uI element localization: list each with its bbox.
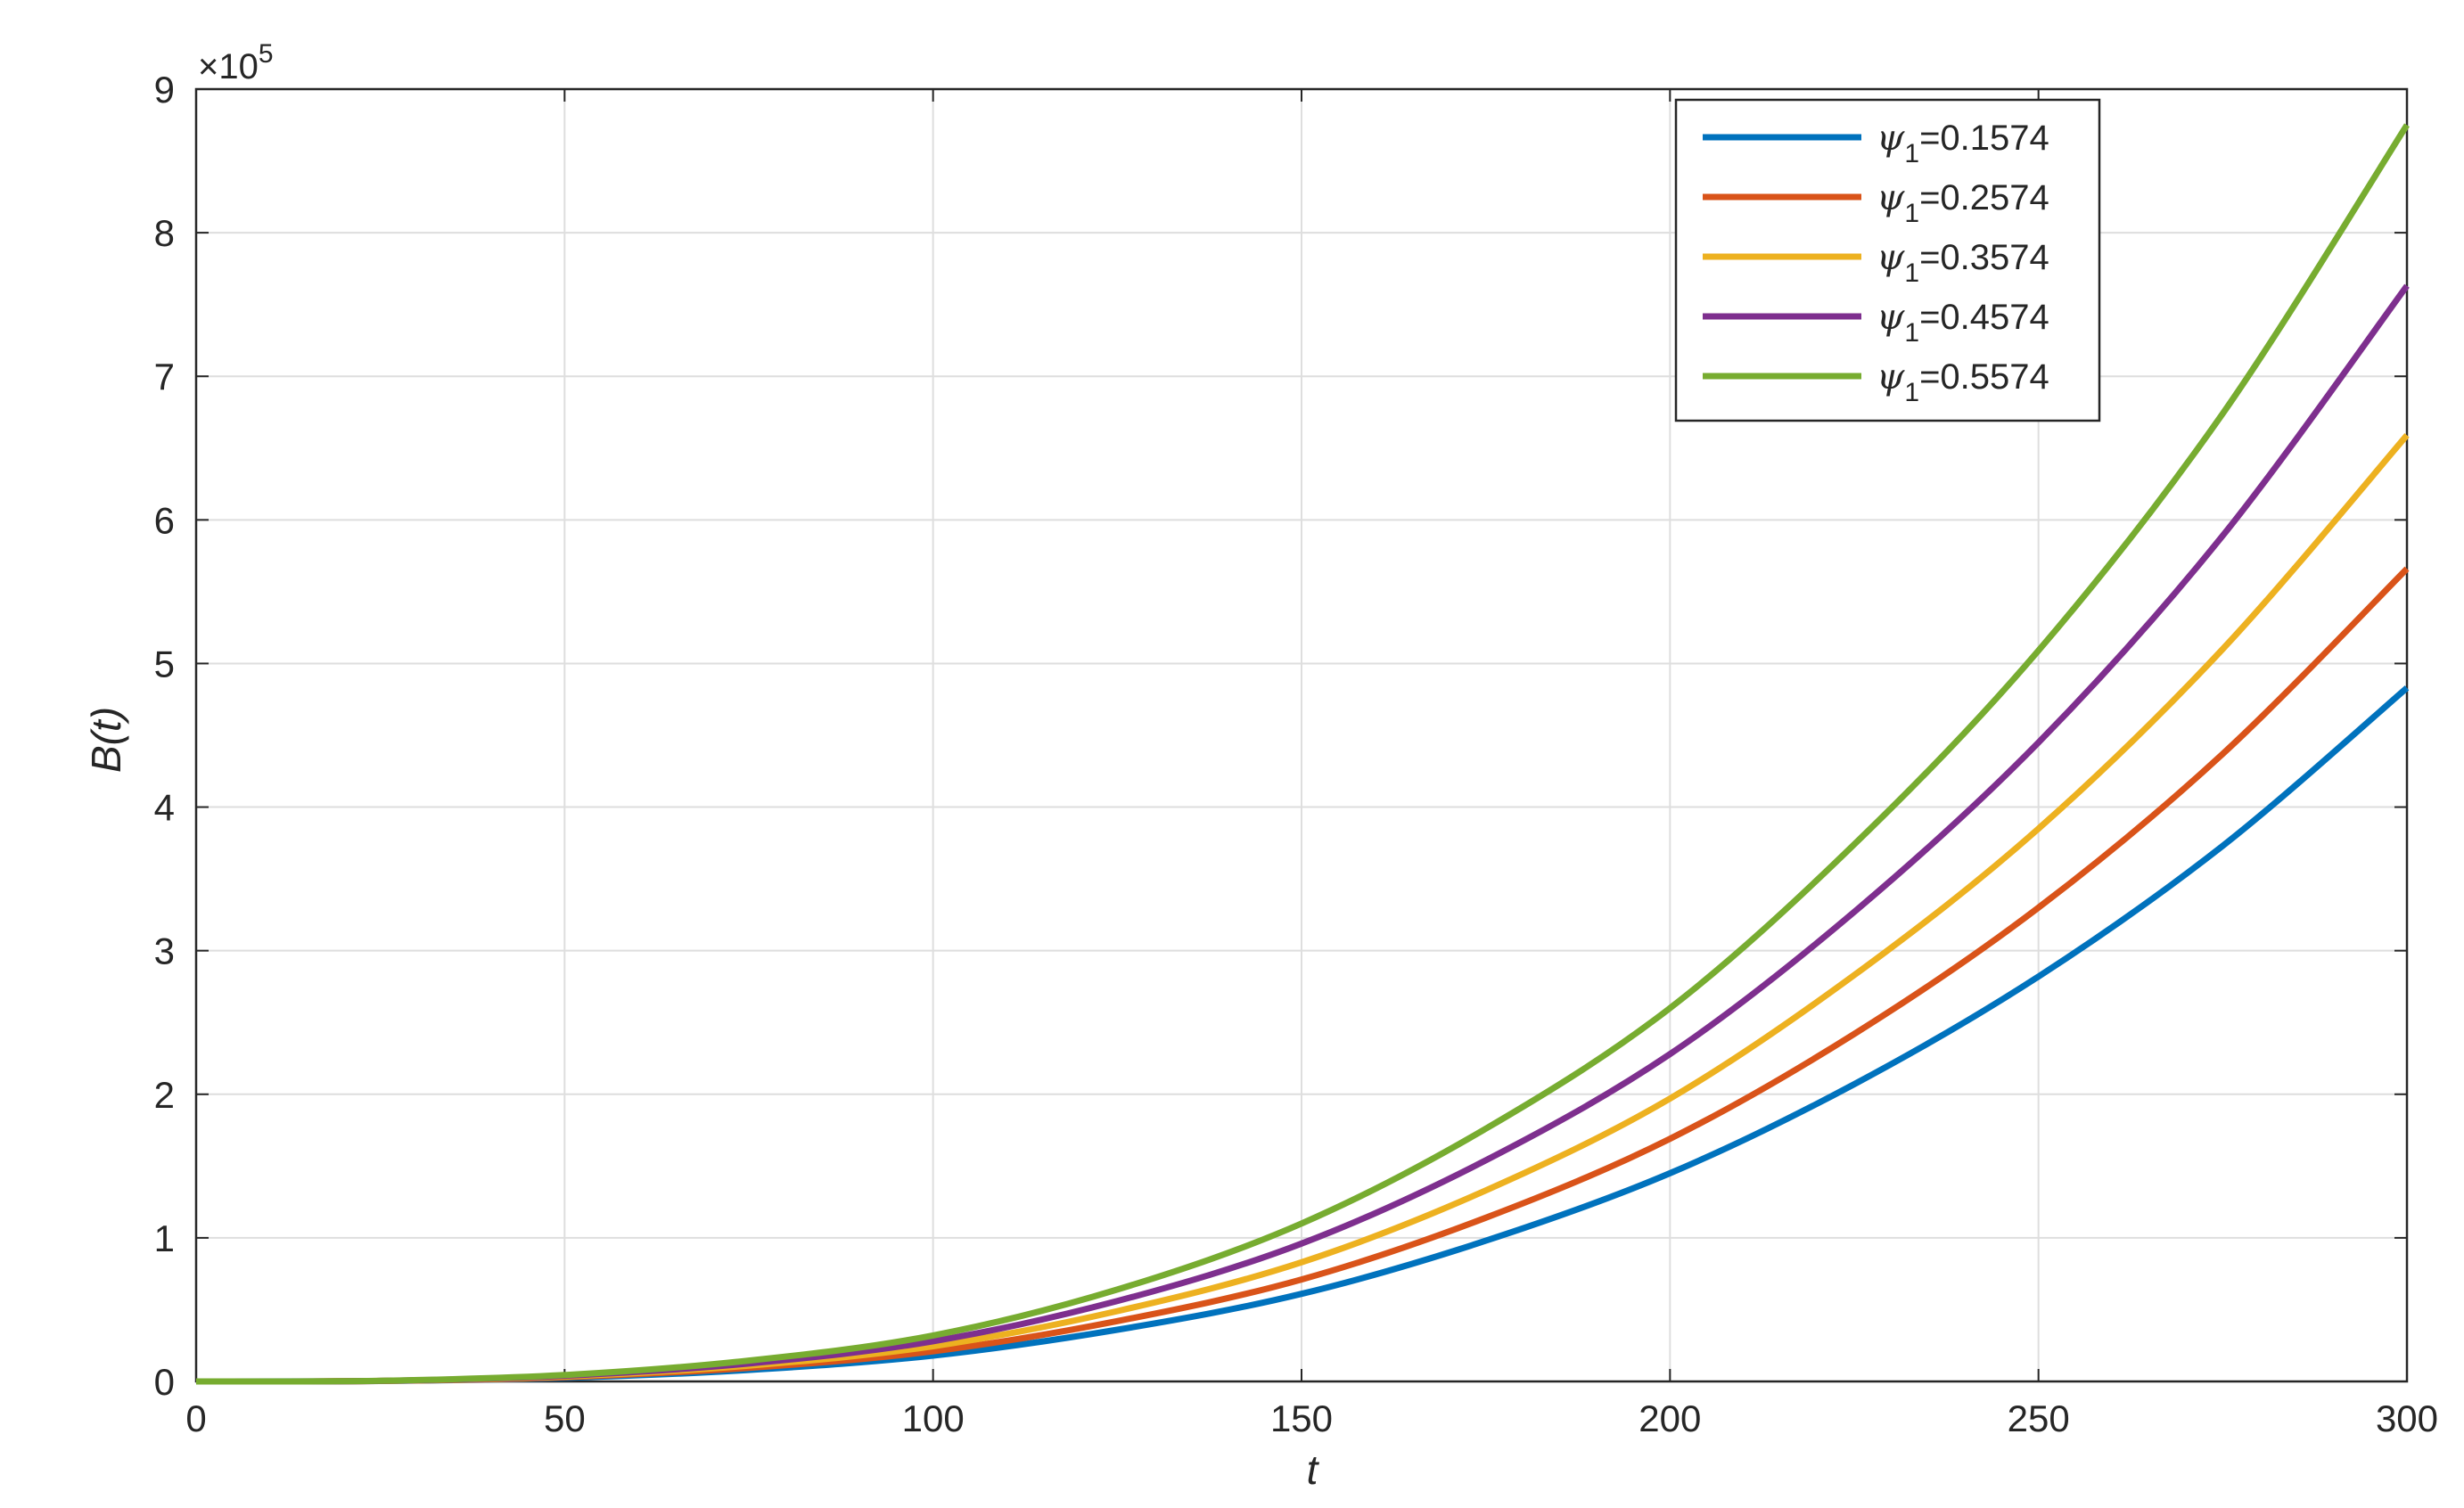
legend: ψ1=0.1574ψ1=0.2574ψ1=0.3574ψ1=0.4574ψ1=0… [1674, 98, 2101, 422]
legend-label-value: =0.1574 [1919, 119, 2049, 158]
x-tick-label: 100 [902, 1397, 965, 1439]
tick-labels: 0 50 100 150 200 250 300 0 1 2 3 4 5 6 7 8 9 [154, 69, 2438, 1439]
legend-label-symbol: ψ [1877, 297, 1905, 338]
y-tick-label: 5 [154, 643, 175, 684]
legend-label-value: =0.2574 [1919, 178, 2049, 217]
legend-label-subscript: 1 [1904, 318, 1919, 348]
y-tick-label: 8 [154, 212, 175, 254]
axes [194, 87, 2409, 1383]
legend-label-5: ψ1=0.5574 [1877, 357, 2049, 407]
y-tick-label: 7 [154, 356, 175, 397]
x-tick-label: 50 [544, 1397, 586, 1439]
y-tick-label: 2 [154, 1074, 175, 1116]
legend-label-symbol: ψ [1877, 177, 1905, 218]
legend-box [1674, 98, 2101, 422]
y-axis-multiplier: ×105 [198, 39, 274, 86]
y-axis-multiplier-exponent: 5 [259, 39, 274, 69]
y-tick-label: 4 [154, 787, 175, 829]
legend-label-subscript: 1 [1904, 139, 1919, 168]
legend-label-symbol: ψ [1877, 357, 1905, 397]
x-tick-label: 150 [1270, 1397, 1333, 1439]
x-tick-label: 200 [1639, 1397, 1701, 1439]
series-line-5 [195, 123, 2410, 1385]
y-tick-label: 1 [154, 1217, 175, 1259]
legend-label-value: =0.3574 [1919, 238, 2049, 277]
legend-label-value: =0.5574 [1919, 357, 2049, 397]
plot-area-border [194, 87, 2409, 1383]
y-tick-label: 3 [154, 930, 175, 972]
legend-label-3: ψ1=0.3574 [1877, 237, 2049, 288]
y-tick-label: 6 [154, 499, 175, 541]
x-tick-label: 0 [185, 1397, 206, 1439]
series-lines [195, 123, 2410, 1385]
legend-label-symbol: ψ [1877, 118, 1905, 159]
legend-label-subscript: 1 [1904, 378, 1919, 407]
legend-label-subscript: 1 [1904, 258, 1919, 288]
y-axis-title: B(t) [83, 707, 129, 773]
x-tick-label: 300 [2376, 1397, 2438, 1439]
y-tick-label: 9 [154, 69, 175, 111]
x-tick-label: 250 [2008, 1397, 2070, 1439]
legend-label-4: ψ1=0.4574 [1877, 297, 2049, 348]
y-tick-label: 0 [154, 1361, 175, 1403]
legend-label-1: ψ1=0.1574 [1877, 118, 2049, 168]
legend-label-value: =0.4574 [1919, 298, 2049, 337]
legend-label-subscript: 1 [1904, 199, 1919, 228]
legend-label-symbol: ψ [1877, 237, 1905, 278]
legend-label-2: ψ1=0.2574 [1877, 177, 2049, 228]
x-axis-title: t [1307, 1447, 1320, 1493]
